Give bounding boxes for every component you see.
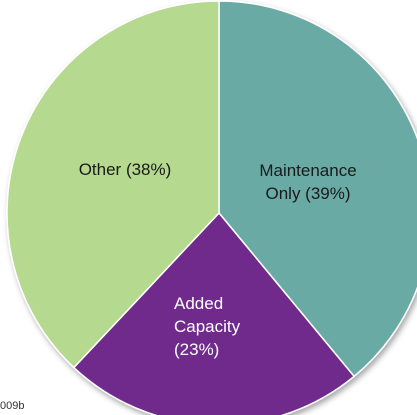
slice-label-line: Added xyxy=(174,294,223,313)
pie-slice-maintenance-only xyxy=(218,0,417,378)
pie-slices xyxy=(6,0,417,415)
slice-label-line: Maintenance xyxy=(259,161,356,180)
pie-slice-added-capacity xyxy=(72,211,356,415)
slice-label-line: Capacity xyxy=(174,317,241,336)
slice-label-other: Other (38%) xyxy=(79,160,172,179)
pie-labels: Maintenance Only (39%) Added Capacity (23%) O… xyxy=(79,160,357,359)
slice-label-line: Only (39%) xyxy=(265,184,350,203)
slice-label-maintenance-only: Maintenance Only (39%) xyxy=(259,161,356,203)
slice-label-line: Other (38%) xyxy=(79,160,172,179)
pie-slice-other xyxy=(6,0,220,369)
source-note: 009b xyxy=(0,400,25,412)
slice-label-line: (23%) xyxy=(174,340,219,359)
slice-label-added-capacity: Added Capacity (23%) xyxy=(174,294,241,359)
